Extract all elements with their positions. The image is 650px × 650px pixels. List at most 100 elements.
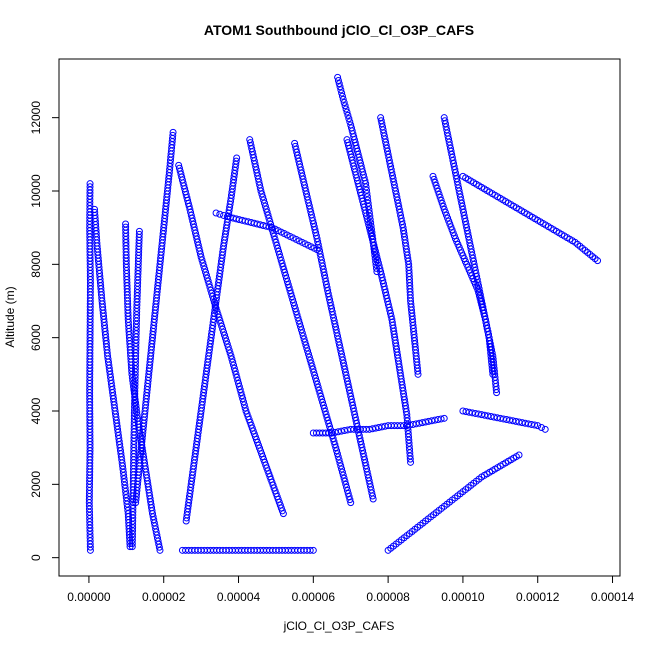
data-point	[299, 332, 307, 340]
data-point	[216, 210, 224, 218]
data-point	[287, 290, 295, 298]
data-point	[306, 546, 314, 554]
data-point	[209, 292, 217, 300]
data-point	[258, 190, 266, 198]
data-point	[323, 413, 331, 421]
series-6	[175, 161, 287, 518]
series-8	[246, 136, 355, 507]
data-point	[199, 259, 207, 267]
y-tick-label: 4000	[29, 397, 43, 424]
data-point	[128, 543, 136, 551]
x-tick-label: 0.00008	[366, 590, 410, 604]
data-point	[333, 447, 341, 455]
data-point	[294, 314, 302, 322]
data-point	[414, 367, 422, 375]
data-point	[334, 73, 342, 81]
data-point	[341, 477, 349, 485]
data-point	[273, 241, 281, 249]
data-point	[341, 102, 349, 110]
data-point	[293, 311, 301, 319]
series-19	[384, 451, 523, 554]
data-point	[132, 496, 140, 504]
data-point	[205, 280, 213, 288]
data-point	[305, 353, 313, 361]
data-point	[342, 480, 350, 488]
data-point	[182, 517, 190, 525]
data-point	[271, 235, 279, 243]
data-point	[301, 338, 309, 346]
data-point	[321, 407, 329, 415]
data-point	[362, 180, 370, 188]
data-point	[232, 370, 240, 378]
data-point	[531, 421, 539, 429]
data-point	[204, 277, 212, 285]
data-point	[534, 422, 542, 430]
data-point	[440, 414, 448, 422]
data-point	[339, 471, 347, 479]
data-point	[285, 284, 293, 292]
data-point	[238, 392, 246, 400]
data-point	[432, 181, 440, 189]
data-point	[280, 266, 288, 274]
data-point	[369, 492, 376, 500]
data-point	[429, 172, 437, 180]
data-point	[314, 383, 322, 391]
data-point	[292, 308, 300, 316]
data-point	[344, 490, 352, 497]
data-point	[315, 386, 323, 394]
data-point	[282, 275, 290, 283]
data-point	[343, 108, 351, 116]
y-tick-label: 6000	[29, 324, 43, 351]
data-point	[281, 269, 289, 277]
data-point	[260, 199, 268, 207]
data-point	[363, 186, 371, 194]
data-point	[338, 468, 346, 476]
data-point	[326, 423, 334, 431]
data-point	[298, 329, 306, 337]
data-point	[289, 296, 297, 304]
data-point	[203, 274, 211, 282]
data-point	[437, 415, 445, 423]
data-point	[346, 496, 354, 504]
data-point	[439, 202, 447, 210]
x-tick-label: 0.00006	[292, 590, 336, 604]
data-point	[276, 253, 284, 261]
data-point	[334, 76, 342, 84]
data-point	[212, 209, 220, 217]
data-point	[306, 356, 314, 364]
data-point	[300, 335, 308, 343]
y-tick-label: 12000	[29, 101, 43, 135]
data-point	[347, 499, 355, 507]
series-14	[440, 114, 497, 378]
y-axis: 0 2000 4000 6000 8000 10000 12000	[29, 101, 60, 561]
data-point	[344, 111, 352, 119]
data-point	[337, 462, 345, 470]
data-point	[332, 444, 340, 452]
data-point	[227, 352, 235, 360]
series-7	[182, 154, 241, 525]
data-point	[431, 178, 439, 186]
data-point	[279, 510, 287, 518]
data-point	[308, 362, 316, 370]
data-point	[322, 410, 330, 418]
data-point	[492, 386, 500, 394]
data-point	[277, 256, 285, 264]
data-point	[302, 341, 310, 349]
data-point	[330, 438, 338, 446]
data-point	[228, 355, 236, 363]
series-13	[377, 114, 422, 378]
data-point	[282, 272, 290, 280]
y-tick-label: 2000	[29, 471, 43, 498]
y-tick-label: 10000	[29, 174, 43, 208]
data-point	[340, 99, 348, 107]
x-tick-label: 0.00014	[591, 590, 635, 604]
data-point	[313, 380, 321, 388]
data-point	[541, 425, 549, 433]
data-point	[291, 305, 299, 313]
data-point	[338, 89, 346, 97]
data-point	[338, 465, 346, 473]
data-point	[132, 499, 140, 507]
data-point	[318, 395, 326, 403]
data-point	[263, 208, 271, 216]
y-tick-label: 0	[29, 554, 43, 561]
